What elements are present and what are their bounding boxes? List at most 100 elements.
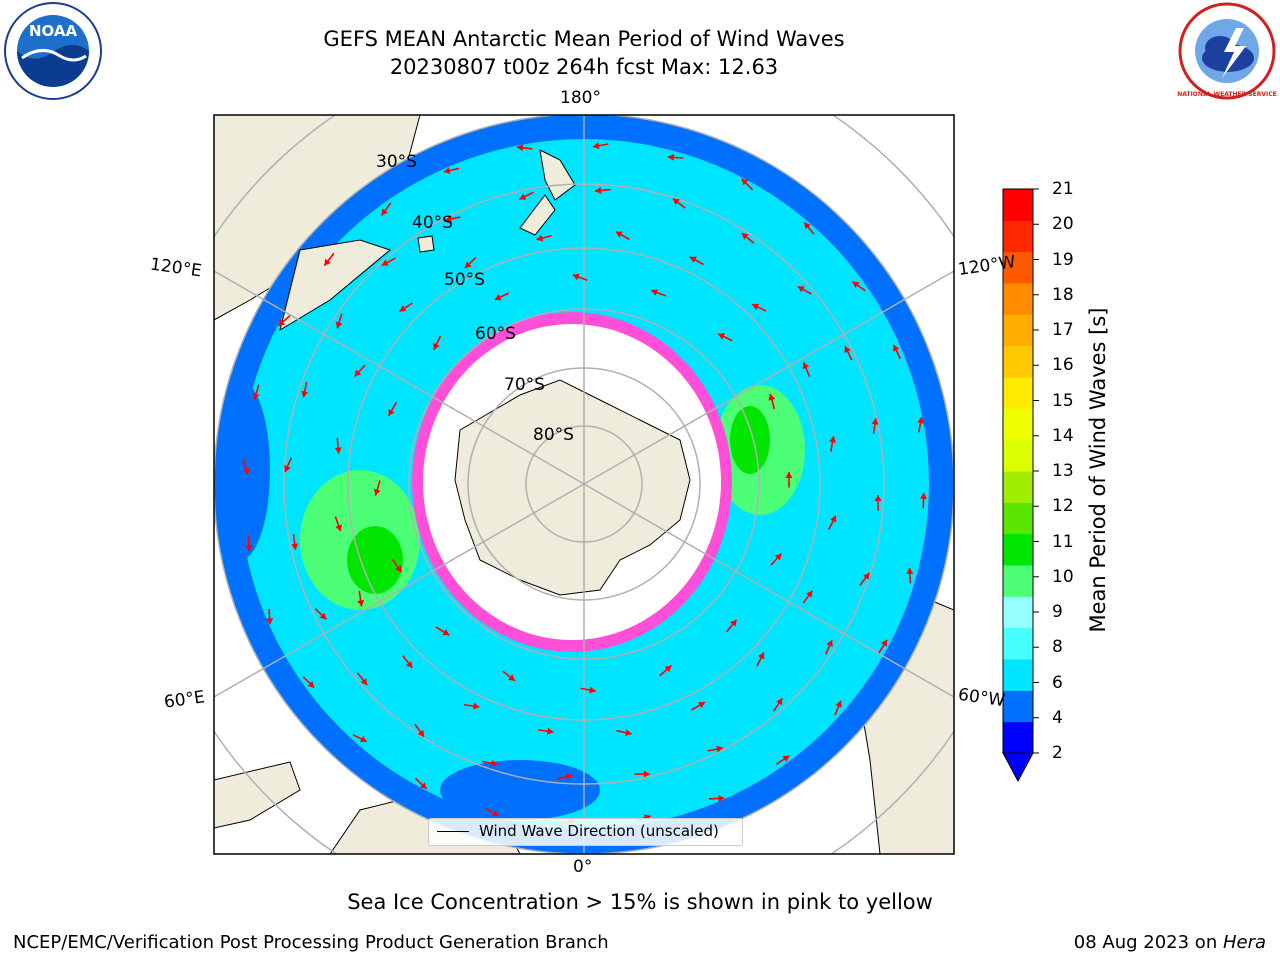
wave-direction-arrowhead	[664, 665, 672, 673]
wave-direction-arrowhead	[893, 344, 900, 352]
colorbar	[1003, 188, 1039, 754]
wave-direction-arrowhead	[829, 436, 836, 443]
colorbar-tick-label: 21	[1052, 179, 1074, 199]
wave-direction-arrowhead	[565, 773, 573, 781]
wave-direction-arrowhead	[433, 342, 440, 350]
colorbar-segment	[1003, 220, 1033, 253]
colorbar-segment	[1003, 721, 1033, 754]
colorbar-tick-label: 18	[1052, 284, 1074, 305]
wave-direction-arrowhead	[730, 619, 737, 627]
map-frame	[213, 114, 955, 855]
wave-direction-arrowhead	[516, 144, 524, 152]
wave-direction-arrowhead	[242, 467, 250, 475]
colorbar-segment	[1003, 565, 1033, 597]
wave-direction-arrowhead	[718, 794, 725, 802]
wave-direction-arrowhead	[863, 572, 870, 580]
colorbar-segment	[1003, 690, 1033, 723]
colorbar-tick-label: 4	[1052, 707, 1063, 728]
colorbar-tick-label: 13	[1052, 461, 1074, 481]
lat-label-50s: 50°S	[444, 270, 485, 290]
wave-period-peak-west	[347, 526, 403, 594]
colorbar-segment	[1003, 408, 1033, 441]
wave-direction-arrowhead	[785, 472, 793, 478]
wave-direction-arrowhead	[307, 681, 315, 688]
footer-producer: NCEP/EMC/Verification Post Processing Pr…	[13, 932, 609, 953]
wave-direction-arrowhead	[405, 661, 413, 668]
wave-direction-arrowhead	[615, 231, 623, 238]
lon-label-180: 180°	[560, 88, 601, 108]
tasmania	[417, 235, 435, 253]
wave-direction-arrowhead	[536, 234, 544, 242]
wave-direction-arrowhead	[319, 612, 327, 620]
graticule	[214, 115, 954, 854]
colorbar-tick-label: 11	[1052, 531, 1074, 552]
colorbar-segment	[1003, 533, 1033, 566]
wave-direction-arrowhead	[335, 321, 343, 329]
map-legend: Wind Wave Direction (unscaled)	[428, 818, 743, 846]
colorbar-segment	[1003, 189, 1033, 221]
australia-coast	[279, 239, 392, 332]
wave-direction-arrowhead	[266, 618, 274, 625]
colorbar-segment	[1003, 377, 1033, 409]
wave-direction-arrowhead	[871, 418, 879, 425]
colorbar-segment	[1003, 283, 1033, 315]
wave-direction-arrowhead	[844, 346, 851, 354]
wave-direction-arrowhead	[335, 524, 342, 532]
wave-direction-arrowhead	[490, 759, 498, 767]
wave-direction-arrowhead	[689, 256, 697, 263]
chart-title: GEFS MEAN Antarctic Mean Period of Wind …	[323, 27, 845, 51]
wave-direction-arrowhead	[589, 686, 596, 694]
wave-direction-arrowhead	[278, 319, 286, 326]
wave-direction-arrowhead	[473, 702, 480, 710]
legend-label: Wind Wave Direction (unscaled)	[479, 822, 719, 840]
nws-logo: NATIONAL WEATHER SERVICE	[1177, 2, 1277, 100]
colorbar-tick-label: 10	[1052, 566, 1074, 587]
wave-direction-arrowhead	[357, 600, 365, 607]
ocean-blue-patch-south	[440, 760, 600, 820]
wave-direction-arrowhead	[291, 543, 299, 550]
wave-direction-arrowhead	[906, 567, 914, 574]
lat-label-60s: 60°S	[475, 324, 516, 344]
wave-direction-arrowhead	[880, 639, 888, 647]
colorbar-segment	[1003, 439, 1033, 472]
wave-direction-arrowhead	[373, 488, 381, 496]
wave-direction-arrowhead	[445, 215, 452, 223]
wave-direction-arrowhead	[698, 702, 706, 709]
colorbar-segment	[1003, 471, 1033, 503]
wave-direction-arrowhead	[774, 553, 782, 561]
wave-direction-arrowhead	[768, 393, 776, 401]
colorbar-tick-label: 17	[1052, 320, 1074, 340]
wave-direction-arrowhead	[324, 258, 331, 266]
nws-logo-text: NATIONAL WEATHER SERVICE	[1177, 91, 1276, 98]
wave-direction-arrowhead	[284, 465, 291, 472]
wave-direction-arrowhead	[826, 640, 833, 647]
chart-subtitle: 20230807 t00z 264h fcst Max: 12.63	[389, 55, 779, 79]
lat-label-30s: 30°S	[376, 152, 417, 172]
wave-direction-arrowhead	[643, 770, 650, 778]
wave-direction-arrowhead	[592, 142, 600, 150]
wave-direction-arrowhead	[301, 390, 309, 398]
wave-direction-arrowhead	[419, 782, 427, 790]
colorbar-tick-label: 2	[1052, 743, 1063, 763]
wave-direction-arrowhead	[716, 745, 723, 753]
wave-direction-arrowhead	[359, 735, 367, 743]
wave-direction-arrowhead	[782, 755, 790, 762]
meridian-60e-120w	[214, 270, 954, 698]
colorbar-label: Mean Period of Wind Waves [s]	[1086, 307, 1110, 633]
colorbar-segment	[1003, 345, 1033, 378]
wave-direction-arrowhead	[804, 222, 811, 230]
footer-date-text: 08 Aug 2023 on	[1073, 932, 1223, 953]
colorbar-tick-label: 20	[1052, 214, 1074, 235]
colorbar-tick-label: 8	[1052, 637, 1063, 658]
colorbar-tick-label: 12	[1052, 496, 1074, 517]
wave-direction-arrowhead	[758, 652, 765, 660]
wave-direction-arrowhead	[797, 286, 805, 293]
wave-direction-arrowhead	[874, 495, 882, 502]
colorbar-segment	[1003, 659, 1033, 691]
wave-direction-arrowhead	[572, 273, 580, 281]
wave-direction-arrowhead	[741, 233, 749, 240]
wave-direction-arrowhead	[399, 305, 407, 312]
wave-direction-arrowhead	[519, 193, 527, 200]
wave-direction-arrowhead	[388, 408, 395, 416]
ocean-blue-patch-west	[214, 380, 270, 560]
